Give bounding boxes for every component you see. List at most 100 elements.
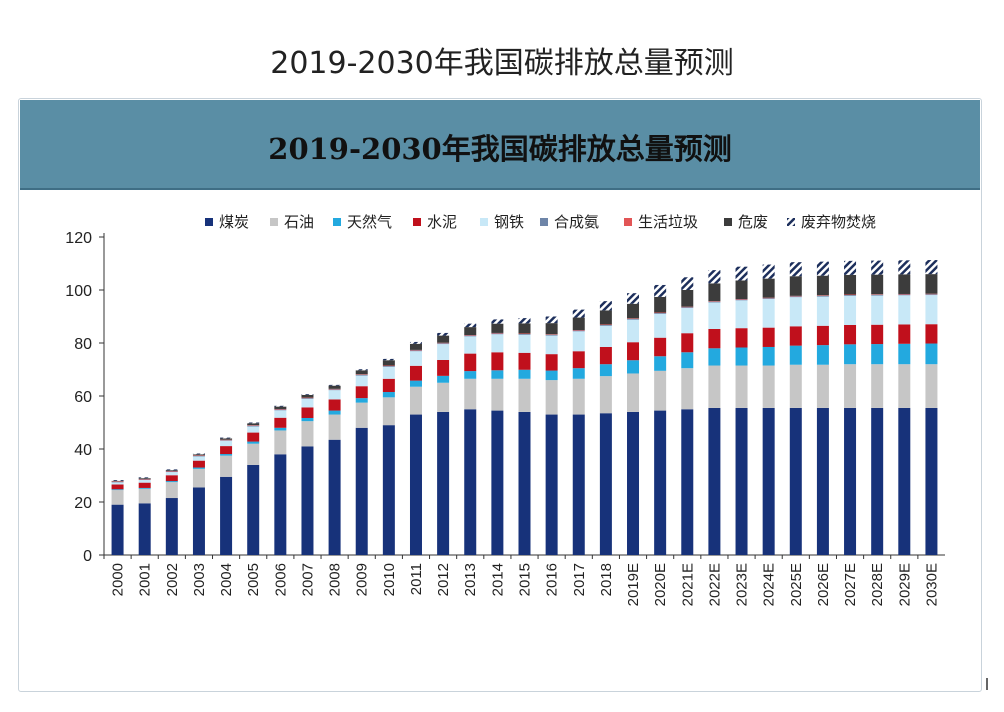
bar-segment bbox=[111, 484, 124, 490]
bar-segment bbox=[925, 364, 938, 408]
bar-segment bbox=[409, 341, 422, 344]
bar-segment bbox=[898, 260, 911, 275]
bar-segment bbox=[328, 414, 341, 440]
bar-segment bbox=[355, 374, 368, 375]
bar-segment bbox=[627, 342, 640, 361]
bar-segment bbox=[545, 370, 558, 381]
bar-segment bbox=[491, 352, 504, 371]
bar-segment bbox=[654, 410, 667, 555]
bar-segment bbox=[382, 397, 395, 426]
bar-segment bbox=[111, 481, 124, 482]
bar-segment bbox=[572, 330, 585, 331]
bar-segment bbox=[437, 342, 450, 344]
bar-segment bbox=[762, 278, 775, 298]
bar-segment bbox=[599, 324, 612, 326]
x-tick-label: 2011 bbox=[408, 563, 425, 595]
bar-segment bbox=[111, 490, 124, 505]
bar-segment bbox=[708, 302, 721, 329]
bar-segment bbox=[735, 300, 748, 329]
bar-segment bbox=[437, 359, 450, 376]
bar-segment bbox=[816, 275, 829, 296]
bar-segment bbox=[708, 348, 721, 366]
x-tick-label: 2008 bbox=[327, 563, 344, 596]
x-tick-label: 2021E bbox=[679, 563, 696, 606]
bar-segment bbox=[816, 345, 829, 365]
bar-segment bbox=[599, 346, 612, 365]
bar-segment bbox=[138, 482, 151, 488]
legend-label: 煤炭 bbox=[219, 213, 249, 231]
bar-segment bbox=[409, 343, 422, 350]
bar-segment bbox=[925, 274, 938, 294]
bar-segment bbox=[274, 454, 287, 555]
bar-segment bbox=[898, 343, 911, 365]
bar-segment bbox=[192, 468, 205, 488]
bar-segment bbox=[898, 364, 911, 408]
legend-swatch bbox=[333, 218, 341, 226]
bar-segment bbox=[816, 325, 829, 346]
bar-segment bbox=[762, 365, 775, 408]
bar-segment bbox=[355, 427, 368, 555]
bar-segment bbox=[844, 274, 857, 295]
bar-segment bbox=[138, 478, 151, 479]
bar-segment bbox=[301, 394, 314, 395]
bar-segment bbox=[491, 332, 504, 334]
bar-segment bbox=[491, 334, 504, 353]
legend-swatch bbox=[624, 218, 632, 226]
bar-segment bbox=[871, 294, 884, 296]
bar-segment bbox=[762, 297, 775, 299]
bar-segment bbox=[681, 308, 694, 334]
bar-segment bbox=[708, 407, 721, 555]
bar-segment bbox=[274, 430, 287, 455]
x-tick-label: 2016 bbox=[544, 563, 561, 596]
bar-segment bbox=[111, 482, 124, 485]
bar-segment bbox=[627, 293, 640, 304]
bar-segment bbox=[382, 378, 395, 393]
bar-segment bbox=[138, 480, 151, 483]
x-tick-label: 2000 bbox=[110, 563, 127, 596]
bar-segment bbox=[735, 365, 748, 408]
bar-segment bbox=[409, 351, 422, 366]
bar-segment bbox=[165, 470, 178, 471]
x-tick-label: 2017 bbox=[571, 563, 588, 596]
bar-segment bbox=[762, 298, 775, 300]
bar-segment bbox=[816, 407, 829, 555]
bar-segment bbox=[789, 297, 802, 327]
bar-segment bbox=[301, 398, 314, 399]
bar-segment bbox=[762, 264, 775, 279]
bar-segment bbox=[274, 408, 287, 410]
bar-segment bbox=[789, 326, 802, 346]
bar-segment bbox=[247, 426, 260, 433]
bar-segment bbox=[871, 364, 884, 408]
bar-segment bbox=[437, 344, 450, 360]
bar-segment bbox=[247, 425, 260, 426]
bar-segment bbox=[382, 360, 395, 366]
bar-segment bbox=[735, 280, 748, 300]
bar-segment bbox=[789, 407, 802, 555]
bar-segment bbox=[165, 469, 178, 471]
bar-segment bbox=[437, 343, 450, 345]
y-tick-label: 20 bbox=[74, 495, 92, 512]
bar-segment bbox=[192, 460, 205, 468]
bar-segment bbox=[274, 409, 287, 411]
bar-segment bbox=[925, 407, 938, 555]
bar-segment bbox=[192, 487, 205, 555]
bar-segment bbox=[599, 376, 612, 414]
legend-label: 废弃物焚烧 bbox=[801, 213, 876, 231]
x-tick-label: 2024E bbox=[761, 563, 778, 606]
bar-segment bbox=[844, 344, 857, 365]
bar-segment bbox=[464, 409, 477, 555]
bar-segment bbox=[816, 295, 829, 296]
legend-label: 天然气 bbox=[347, 213, 392, 231]
bar-segment bbox=[518, 411, 531, 555]
bar-segment bbox=[627, 360, 640, 374]
bar-segment bbox=[111, 481, 124, 483]
legend-swatch bbox=[413, 218, 421, 226]
bar-segment bbox=[545, 334, 558, 336]
bar-segment bbox=[355, 369, 368, 371]
bar-segment bbox=[572, 368, 585, 379]
bar-segment bbox=[247, 422, 260, 424]
bar-segment bbox=[708, 301, 721, 302]
bar-segment bbox=[599, 413, 612, 555]
bar-segment bbox=[165, 498, 178, 555]
bar-segment bbox=[681, 306, 694, 308]
